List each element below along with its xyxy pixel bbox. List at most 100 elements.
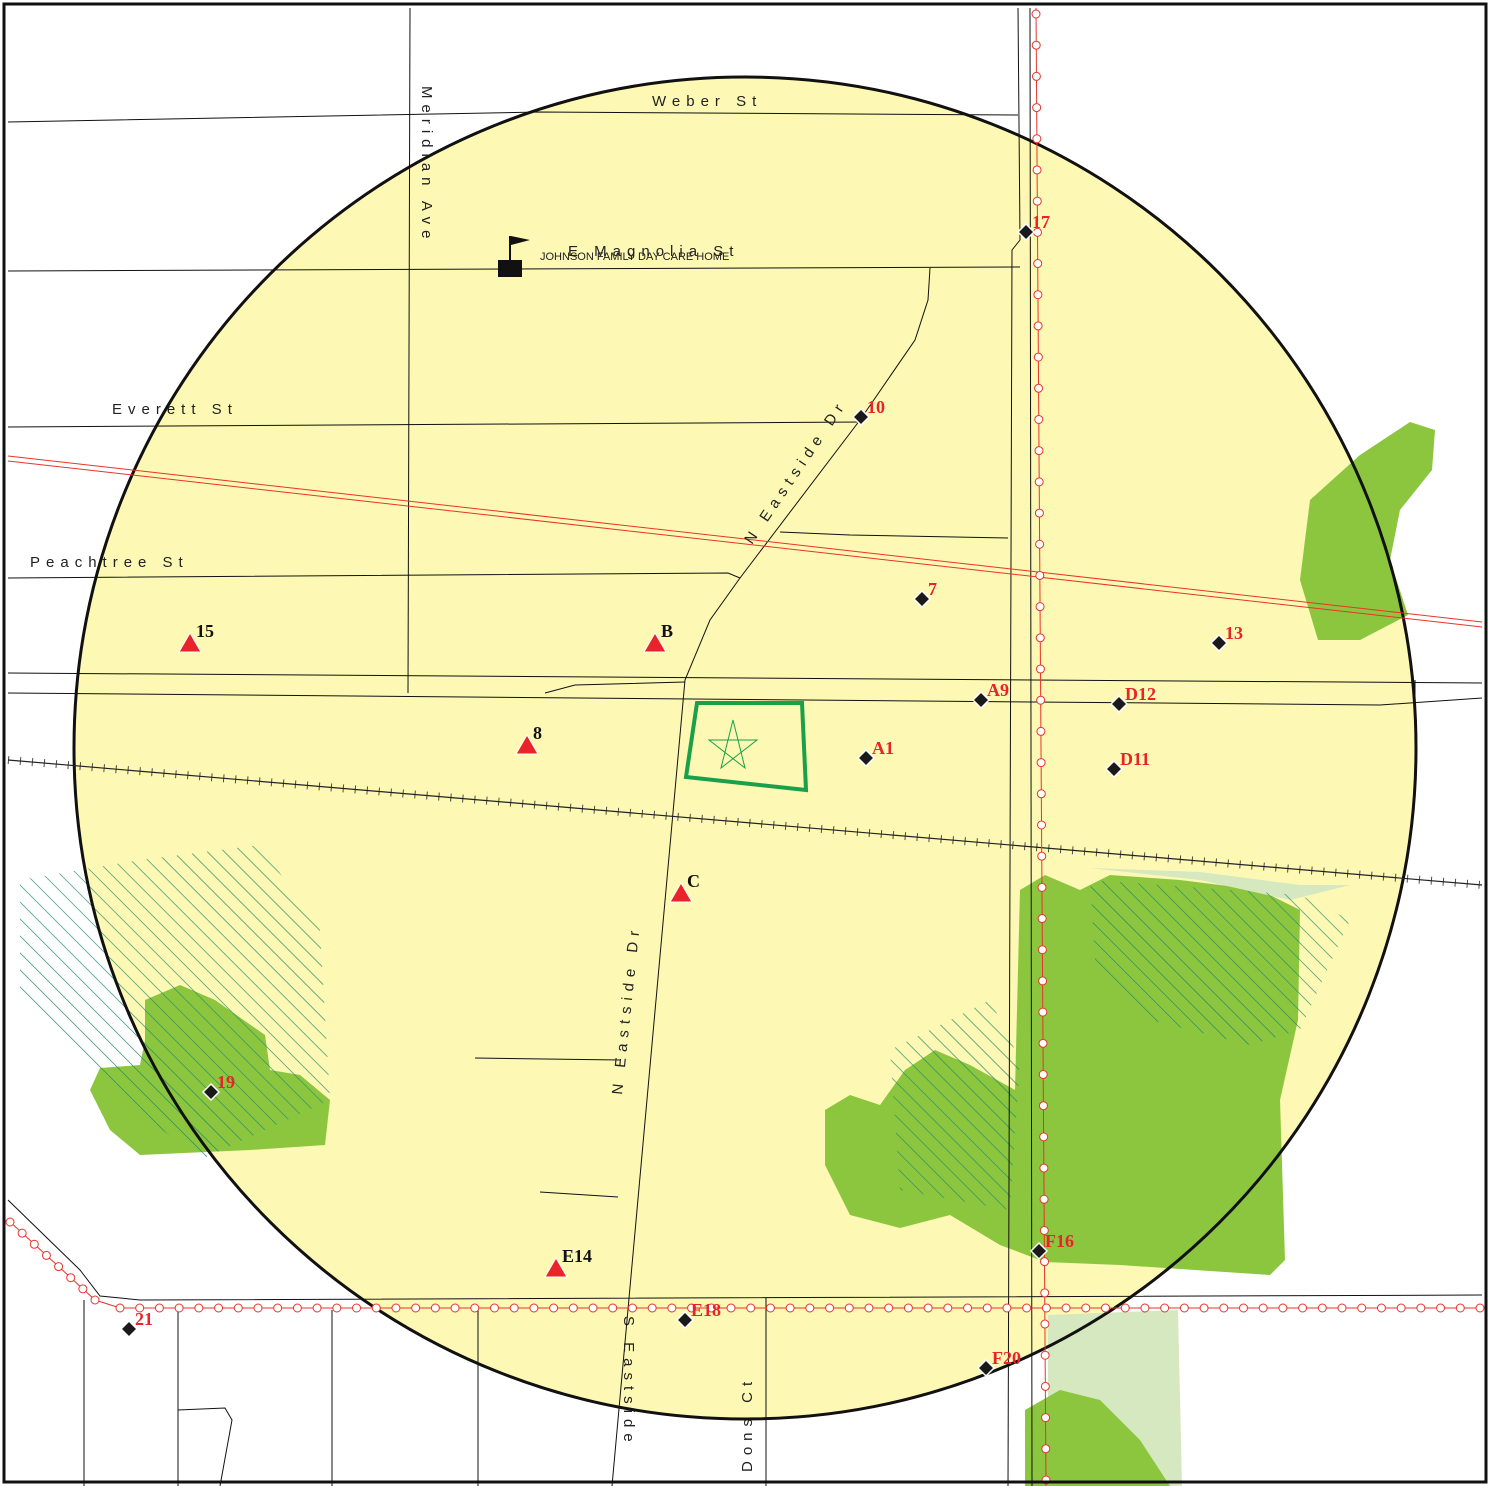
pipeline-node bbox=[1040, 1257, 1050, 1267]
site-label: B bbox=[661, 621, 673, 641]
pipeline-node bbox=[371, 1303, 381, 1313]
pipeline-node bbox=[943, 1303, 953, 1313]
road bbox=[407, 7, 411, 694]
pipeline-node bbox=[785, 1303, 795, 1313]
pipeline-node bbox=[1037, 851, 1047, 861]
street-label: Meridian Ave bbox=[418, 86, 435, 244]
pipeline-node bbox=[627, 1303, 637, 1313]
road bbox=[7, 572, 741, 579]
road bbox=[7, 692, 1483, 706]
pipeline bbox=[7, 7, 1483, 1486]
pipeline-node bbox=[5, 1217, 15, 1227]
pipeline-node bbox=[647, 1303, 657, 1313]
pipeline-node bbox=[391, 1303, 401, 1313]
pipeline-node bbox=[1179, 1303, 1189, 1313]
road bbox=[7, 111, 1019, 123]
site-label: E18 bbox=[691, 1300, 721, 1320]
diamond-marker bbox=[1029, 1241, 1049, 1261]
pipeline bbox=[7, 455, 1483, 623]
street-label: Dons Ct bbox=[739, 1376, 756, 1472]
site-label: F16 bbox=[1045, 1231, 1074, 1251]
triangle-marker bbox=[643, 632, 667, 653]
pipeline-node bbox=[726, 1303, 736, 1313]
pipeline-node bbox=[1219, 1303, 1229, 1313]
site-label: E14 bbox=[562, 1246, 592, 1266]
diamond-marker bbox=[1104, 759, 1124, 779]
pipeline-node bbox=[1039, 1132, 1049, 1142]
pipeline-node bbox=[450, 1303, 460, 1313]
site-label: F20 bbox=[992, 1348, 1021, 1368]
pipeline-node bbox=[154, 1303, 164, 1313]
pipeline-node bbox=[687, 1303, 697, 1313]
diamond-marker bbox=[971, 690, 991, 710]
pipeline-node bbox=[1034, 508, 1044, 518]
pipeline-node bbox=[1040, 1319, 1050, 1329]
pipeline-node bbox=[963, 1303, 973, 1313]
pipeline-node bbox=[1037, 914, 1047, 924]
road bbox=[1029, 7, 1033, 1486]
diamond-marker bbox=[1016, 222, 1036, 242]
pipeline-node bbox=[411, 1303, 421, 1313]
road bbox=[1007, 7, 1021, 1486]
street-label: E Magnolia St bbox=[568, 243, 739, 260]
pipeline-node bbox=[1436, 1303, 1446, 1313]
pipeline bbox=[7, 460, 1483, 628]
pipeline-node bbox=[312, 1303, 322, 1313]
diamond-marker bbox=[851, 407, 871, 427]
pipeline-node bbox=[174, 1303, 184, 1313]
pipeline-node bbox=[923, 1303, 933, 1313]
pipeline-node bbox=[1317, 1303, 1327, 1313]
pipeline-node bbox=[982, 1303, 992, 1313]
site-label: C bbox=[687, 871, 700, 891]
pipeline-node bbox=[1035, 633, 1045, 643]
diamond-marker bbox=[119, 1319, 139, 1339]
pipeline-node bbox=[1038, 976, 1048, 986]
site-label: 10 bbox=[867, 397, 885, 417]
sites: 15 B 8 C E14 17 10 7 13 A9 D12 A1 D11 19 F16 21 E18 F20 bbox=[119, 212, 1243, 1378]
pipeline-node bbox=[1337, 1303, 1347, 1313]
pipeline-node bbox=[509, 1303, 519, 1313]
diamond-marker bbox=[675, 1310, 695, 1330]
pipeline-node bbox=[78, 1284, 88, 1294]
pipeline-node bbox=[292, 1303, 302, 1313]
pipeline-node bbox=[29, 1239, 39, 1249]
pipeline-node bbox=[1036, 758, 1046, 768]
pipeline-node bbox=[1298, 1303, 1308, 1313]
pipeline-node bbox=[1002, 1303, 1012, 1313]
site-label: 15 bbox=[196, 621, 214, 641]
pipeline-node bbox=[608, 1303, 618, 1313]
pipeline-node bbox=[1035, 570, 1045, 580]
site-label: A9 bbox=[987, 680, 1009, 700]
pipeline-node bbox=[253, 1303, 263, 1313]
pipeline-node bbox=[1037, 820, 1047, 830]
pipeline-node bbox=[825, 1303, 835, 1313]
pipeline-node bbox=[1040, 1350, 1050, 1360]
pipeline-node bbox=[1040, 1381, 1050, 1391]
pipeline-node bbox=[864, 1303, 874, 1313]
road bbox=[544, 681, 686, 694]
pipeline-node bbox=[1278, 1303, 1288, 1313]
pipeline-node bbox=[1038, 1101, 1048, 1111]
pipeline-node bbox=[1032, 196, 1042, 206]
pipeline-node bbox=[1120, 1303, 1130, 1313]
road bbox=[7, 7, 1483, 1486]
pipeline-node bbox=[214, 1303, 224, 1313]
pipeline-node bbox=[1036, 726, 1046, 736]
pipeline-node bbox=[66, 1273, 76, 1283]
green-area bbox=[1090, 880, 1350, 1045]
site-boundary bbox=[707, 719, 759, 770]
facility: JOHNSON FAMILY DAY CARE HOME bbox=[498, 236, 729, 277]
diamond-marker bbox=[1209, 633, 1229, 653]
pipeline-node bbox=[1032, 165, 1042, 175]
pipeline-node bbox=[1140, 1303, 1150, 1313]
pipeline-node bbox=[1041, 1303, 1051, 1313]
pipeline-node bbox=[1396, 1303, 1406, 1313]
pipeline-node bbox=[5, 9, 1485, 1485]
facility bbox=[511, 236, 530, 245]
pipeline-node bbox=[352, 1303, 362, 1313]
road bbox=[474, 1057, 621, 1061]
pipeline-node bbox=[1081, 1303, 1091, 1313]
pipeline-node bbox=[1031, 71, 1041, 81]
pipeline-node bbox=[1035, 664, 1045, 674]
